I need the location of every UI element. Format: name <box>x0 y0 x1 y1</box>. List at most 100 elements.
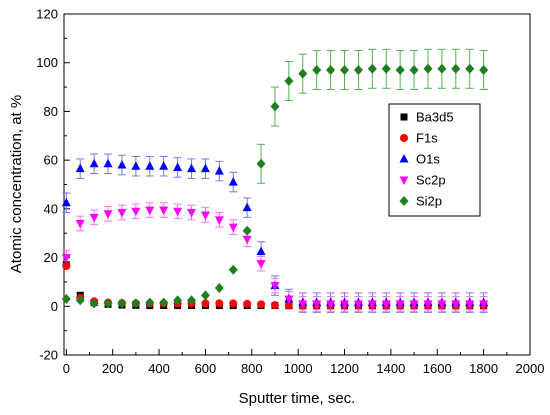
sc2p-point <box>103 210 113 219</box>
sc2p-point <box>479 300 489 309</box>
si2p-point <box>437 63 447 74</box>
sc2p-point <box>117 209 127 218</box>
si2p-point <box>312 65 322 76</box>
y-tick-label: -20 <box>39 348 58 363</box>
si2p-point <box>75 295 85 306</box>
si2p-point <box>187 295 197 306</box>
f1s-point <box>270 301 279 310</box>
legend-marker-sc2p <box>399 176 409 185</box>
x-tick-label: 600 <box>195 361 217 376</box>
o1s-point <box>89 158 99 168</box>
data-points <box>61 63 489 310</box>
sc2p-point <box>61 254 71 263</box>
f1s-point <box>257 300 266 309</box>
si2p-point <box>242 225 252 236</box>
si2p-point <box>395 65 405 76</box>
sc2p-point <box>437 300 447 309</box>
sc2p-point <box>89 213 99 223</box>
si2p-point <box>284 75 294 86</box>
x-tick-label: 1200 <box>330 361 359 376</box>
y-tick-label: 60 <box>44 153 58 168</box>
si2p-point <box>298 68 308 79</box>
si2p-point <box>479 65 489 76</box>
sc2p-point <box>75 219 85 229</box>
o1s-point <box>200 163 210 173</box>
o1s-point <box>214 166 224 175</box>
o1s-point <box>187 163 197 173</box>
legend-label-sc2p: Sc2p <box>416 173 446 188</box>
si2p-point <box>270 101 280 112</box>
sc2p-point <box>423 300 433 309</box>
sc2p-point <box>353 300 363 309</box>
sc2p-point <box>200 211 210 220</box>
sc2p-point <box>340 300 350 309</box>
x-tick-label: 1000 <box>284 361 313 376</box>
f1s-point <box>229 299 238 308</box>
legend-label-si2p: Si2p <box>416 194 442 209</box>
si2p-point <box>409 65 419 76</box>
f1s-point <box>284 301 293 310</box>
si2p-point <box>353 65 363 76</box>
sc2p-point <box>228 223 238 233</box>
x-tick-label: 400 <box>148 361 170 376</box>
sc2p-point <box>159 206 169 216</box>
y-tick-labels: -20 0 20 40 60 80 100 120 <box>36 7 58 363</box>
si2p-point <box>117 298 127 309</box>
x-tick-label: 200 <box>102 361 124 376</box>
legend: Ba3d5 F1s O1s Sc2p Si2p <box>388 103 481 217</box>
sc2p-point <box>465 300 475 309</box>
y-tick-label: 100 <box>36 55 58 70</box>
sc2p-point <box>367 300 377 309</box>
legend-marker-ba3d5 <box>400 113 408 121</box>
sc2p-point <box>242 235 252 245</box>
sc2p-point <box>131 207 141 217</box>
legend-marker-o1s <box>399 154 409 163</box>
o1s-point <box>103 158 113 168</box>
si2p-point <box>131 298 141 309</box>
y-tick-label: 40 <box>44 201 58 216</box>
sc2p-point <box>145 206 155 216</box>
si2p-point <box>173 295 183 306</box>
o1s-point <box>61 197 71 207</box>
y-tick-label: 0 <box>51 299 58 314</box>
si2p-point <box>340 65 350 76</box>
sc2p-point <box>409 300 419 309</box>
x-tick-labels: 0 200 400 600 800 1000 1200 1400 1600 1800 2000 <box>63 361 545 376</box>
sc2p-point <box>298 300 308 309</box>
si2p-point <box>326 65 336 76</box>
sc2p-point <box>173 207 183 217</box>
legend-marker-f1s <box>400 134 408 142</box>
sc2p-point <box>451 300 461 309</box>
sc2p-point <box>214 216 224 225</box>
o1s-point <box>131 161 141 170</box>
f1s-point <box>215 299 224 308</box>
sc2p-point <box>256 260 266 269</box>
o1s-point <box>173 162 183 171</box>
o1s-point <box>256 246 266 255</box>
o1s-point <box>228 177 238 186</box>
f1s-point <box>243 299 252 308</box>
si2p-point <box>465 63 475 74</box>
sc2p-point <box>187 209 197 218</box>
sc2p-point <box>381 300 391 309</box>
sc2p-point <box>326 300 336 309</box>
x-tick-label: 800 <box>241 361 263 376</box>
sc2p-point <box>395 300 405 309</box>
si2p-point <box>228 264 238 275</box>
si2p-point <box>89 298 99 309</box>
x-tick-label: 0 <box>63 361 70 376</box>
si2p-point <box>61 293 71 304</box>
sc2p-point <box>284 295 294 304</box>
si2p-point <box>103 298 113 309</box>
y-tick-label: 20 <box>44 250 58 265</box>
si2p-point <box>214 283 224 294</box>
y-tick-label: 80 <box>44 104 58 119</box>
sc2p-point <box>312 300 322 309</box>
si2p-point <box>159 297 169 308</box>
y-tick-label: 120 <box>36 7 58 22</box>
x-axis-title: Sputter time, sec. <box>239 390 356 407</box>
legend-label-ba3d5: Ba3d5 <box>416 110 454 125</box>
x-tick-label: 1800 <box>469 361 498 376</box>
o1s-point <box>242 202 252 212</box>
